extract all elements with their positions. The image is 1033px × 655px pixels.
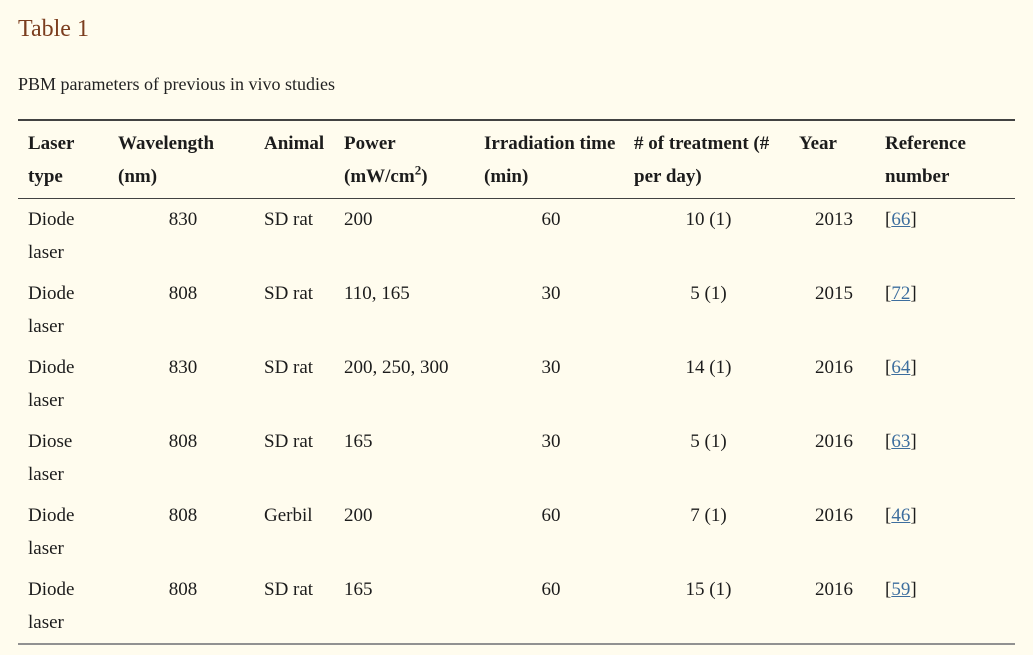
cell-power: 110, 165 (344, 283, 410, 304)
cell-irradiation-time: 30 (541, 357, 561, 378)
col-header-irradiation-time: Irradiation time (min) (476, 120, 626, 199)
reference-link[interactable]: 64 (891, 357, 911, 378)
cell-animal: SD rat (264, 431, 314, 452)
cell-irradiation-time: 60 (541, 209, 561, 230)
cell-year: 2015 (815, 283, 853, 304)
cell-treatment-count: 14 (1) (685, 357, 732, 378)
cell-irradiation-time: 60 (541, 579, 561, 600)
header-row: Laser type Wavelength (nm) Animal Power … (18, 120, 1015, 199)
cell-treatment-count: 7 (1) (690, 505, 727, 526)
reference-link[interactable]: 46 (891, 505, 911, 526)
cell-irradiation-time: 30 (541, 283, 561, 304)
cell-treatment-count: 5 (1) (690, 283, 727, 304)
ref-bracket-close: ] (910, 579, 917, 600)
cell-reference: [59] (877, 569, 1015, 644)
col-header-treatment-count: # of treatment (# per day) (626, 120, 791, 199)
table-row: Diode laser 830 SD rat 200 60 10 (1) 201… (18, 199, 1015, 274)
cell-animal: SD rat (264, 579, 314, 600)
table-caption: PBM parameters of previous in vivo studi… (18, 74, 335, 94)
cell-power: 200 (344, 209, 373, 230)
cell-reference: [72] (877, 273, 1015, 347)
ref-bracket-open: [ (885, 209, 892, 230)
ref-bracket-open: [ (885, 431, 892, 452)
cell-year: 2016 (815, 505, 853, 526)
table-row: Diode laser 808 SD rat 165 60 15 (1) 201… (18, 569, 1015, 644)
ref-bracket-close: ] (910, 283, 917, 304)
table-view-page: Table 1 PBM parameters of previous in vi… (0, 14, 1033, 645)
cell-wavelength: 830 (168, 209, 198, 230)
ref-bracket-close: ] (910, 431, 917, 452)
col-header-reference-number: Reference number (877, 120, 1015, 199)
cell-power: 165 (344, 579, 373, 600)
cell-laser-type: Diose laser (28, 431, 73, 485)
cell-year: 2016 (815, 357, 853, 378)
reference-link[interactable]: 66 (891, 209, 911, 230)
ref-bracket-open: [ (885, 579, 892, 600)
cell-wavelength: 808 (168, 431, 198, 452)
reference-link[interactable]: 63 (891, 431, 911, 452)
ref-bracket-close: ] (910, 209, 917, 230)
cell-power: 165 (344, 431, 373, 452)
cell-laser-type: Diode laser (28, 579, 75, 633)
ref-bracket-open: [ (885, 283, 892, 304)
ref-bracket-open: [ (885, 357, 892, 378)
col-header-power: Power (mW/cm2) (336, 120, 476, 199)
table-row: Diode laser 830 SD rat 200, 250, 300 30 … (18, 347, 1015, 421)
cell-animal: SD rat (264, 283, 314, 304)
cell-treatment-count: 5 (1) (690, 431, 727, 452)
table-row: Diode laser 808 Gerbil 200 60 7 (1) 2016… (18, 495, 1015, 569)
cell-year: 2013 (815, 209, 853, 230)
cell-reference: [64] (877, 347, 1015, 421)
cell-treatment-count: 10 (1) (685, 209, 732, 230)
cell-year: 2016 (815, 579, 853, 600)
cell-wavelength: 830 (168, 357, 198, 378)
col-header-year: Year (791, 120, 877, 199)
cell-irradiation-time: 30 (541, 431, 561, 452)
cell-reference: [63] (877, 421, 1015, 495)
pbm-parameters-table: Laser type Wavelength (nm) Animal Power … (18, 119, 1015, 645)
power-header-close: ) (421, 166, 428, 187)
cell-animal: SD rat (264, 209, 314, 230)
cell-wavelength: 808 (168, 283, 198, 304)
ref-bracket-close: ] (910, 357, 917, 378)
cell-irradiation-time: 60 (541, 505, 561, 526)
cell-animal: SD rat (264, 357, 314, 378)
cell-power: 200 (344, 505, 373, 526)
cell-reference: [66] (877, 199, 1015, 274)
cell-wavelength: 808 (168, 505, 198, 526)
col-header-wavelength: Wavelength (nm) (110, 120, 256, 199)
cell-treatment-count: 15 (1) (685, 579, 732, 600)
power-header-text: Power (mW/cm (344, 133, 415, 187)
cell-wavelength: 808 (168, 579, 198, 600)
ref-bracket-close: ] (910, 505, 917, 526)
page-title: Table 1 (18, 16, 89, 42)
cell-year: 2016 (815, 431, 853, 452)
power-superscript: 2 (414, 162, 422, 178)
cell-power: 200, 250, 300 (344, 357, 449, 378)
cell-laser-type: Diode laser (28, 209, 75, 263)
cell-animal: Gerbil (264, 505, 313, 526)
cell-laser-type: Diode laser (28, 283, 75, 337)
cell-laser-type: Diode laser (28, 357, 75, 411)
col-header-laser-type: Laser type (18, 120, 110, 199)
table-row: Diode laser 808 SD rat 110, 165 30 5 (1)… (18, 273, 1015, 347)
reference-link[interactable]: 72 (891, 283, 911, 304)
col-header-animal: Animal (256, 120, 336, 199)
reference-link[interactable]: 59 (891, 579, 911, 600)
cell-reference: [46] (877, 495, 1015, 569)
cell-laser-type: Diode laser (28, 505, 75, 559)
table-row: Diose laser 808 SD rat 165 30 5 (1) 2016… (18, 421, 1015, 495)
ref-bracket-open: [ (885, 505, 892, 526)
